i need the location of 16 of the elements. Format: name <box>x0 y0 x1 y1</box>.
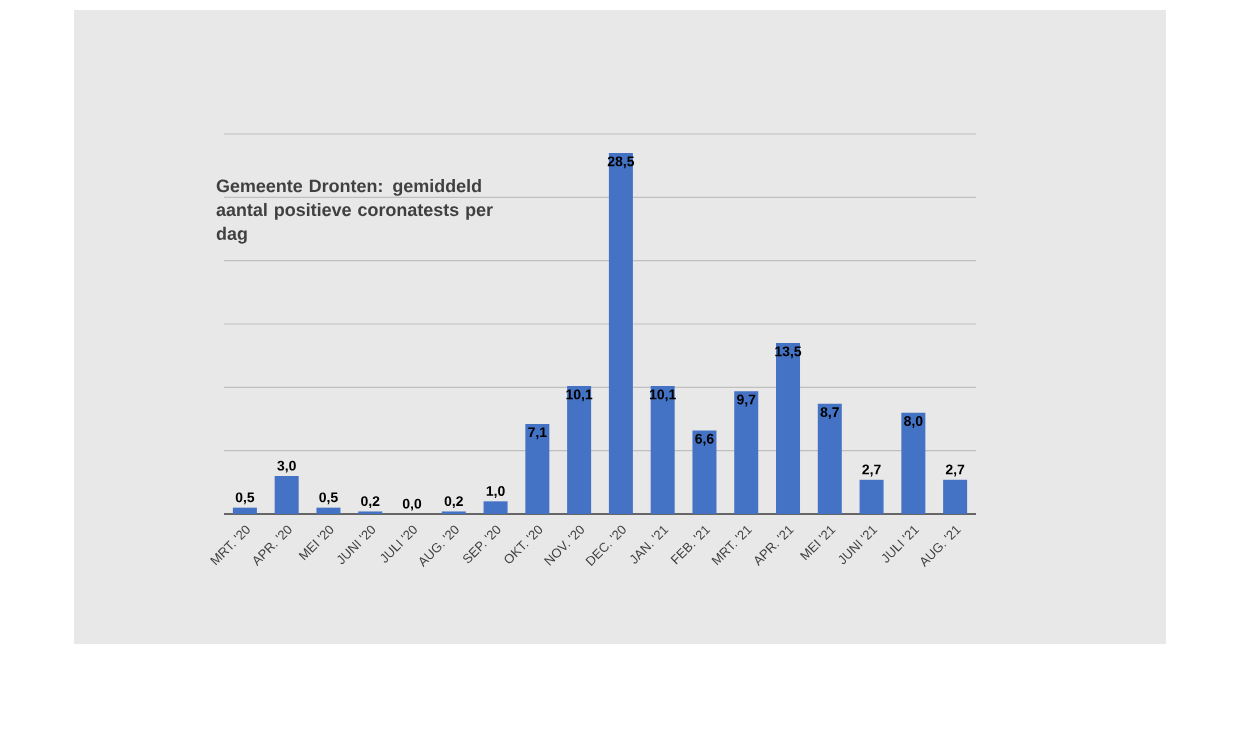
bar <box>776 343 801 514</box>
bar <box>316 507 341 514</box>
bar <box>567 386 592 514</box>
bar <box>525 424 550 514</box>
bar <box>817 403 842 514</box>
bar <box>232 507 257 514</box>
bar <box>650 386 675 514</box>
bar <box>734 391 759 514</box>
bar <box>483 501 508 514</box>
bar <box>943 479 968 514</box>
bar <box>859 479 884 514</box>
text: Gemeente Dronten: gemiddeld aantal positieve coronatests per dag <box>216 179 493 244</box>
bar <box>608 153 633 514</box>
bar <box>274 476 299 514</box>
bar <box>901 412 926 514</box>
bar <box>692 430 717 514</box>
